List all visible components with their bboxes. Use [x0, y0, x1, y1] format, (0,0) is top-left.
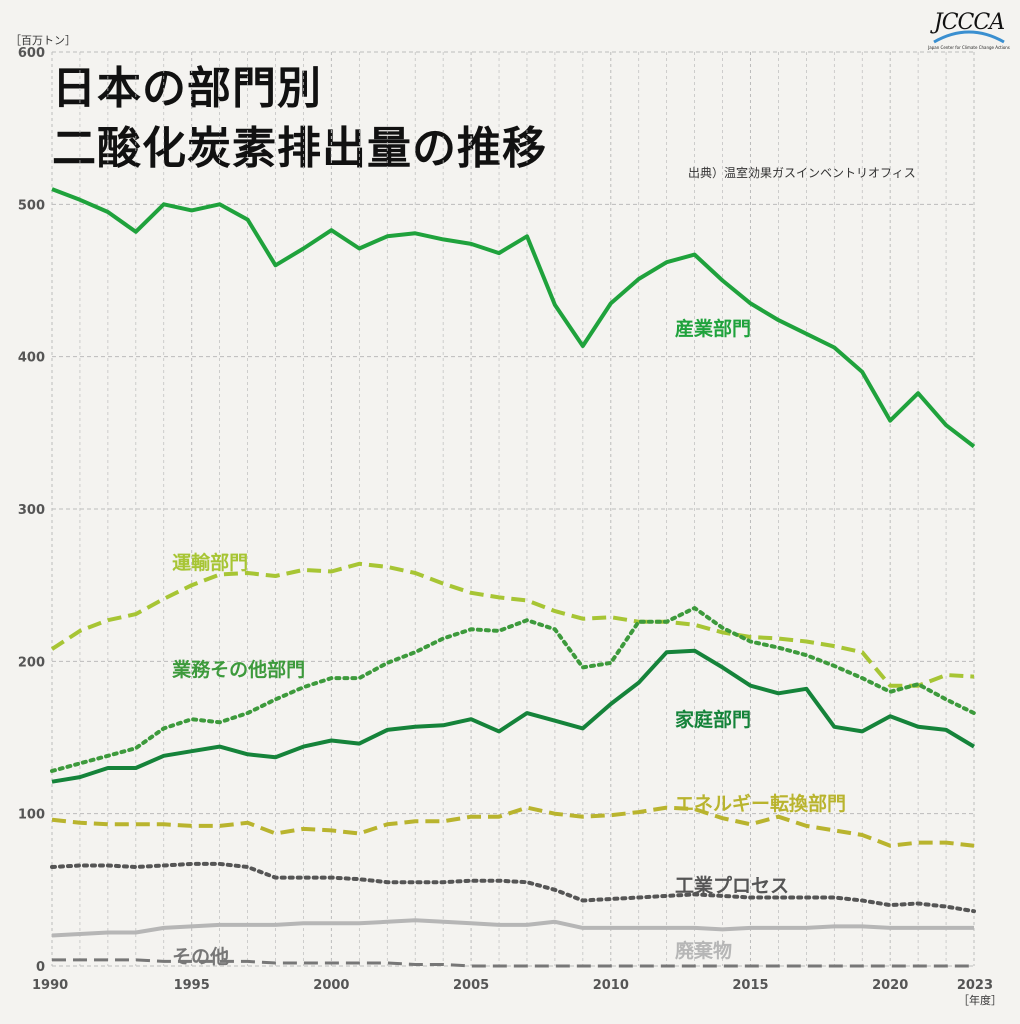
y-tick-label: 300: [18, 503, 45, 518]
series-line-other: [52, 958, 974, 968]
series-line-household: [51, 648, 976, 784]
series-line-process: [50, 861, 976, 914]
series-label-other: その他: [172, 945, 229, 968]
x-tick-label: 1990: [32, 978, 68, 993]
x-tick-label: 1995: [174, 978, 210, 993]
jccca-logo: JCCCA Japan Center for Climate Change Ac…: [928, 10, 1010, 54]
source-note: 出典）温室効果ガスインベントリオフィス: [688, 166, 916, 180]
series-line-commercial: [50, 606, 976, 773]
y-tick-labels: 0 100 200 300 400 500 600: [18, 46, 45, 975]
series-label-waste: 廃棄物: [675, 939, 732, 962]
x-tick-labels: 1990 1995 2000 2005 2010 2015 2020 2023: [32, 978, 993, 993]
series-label-household: 家庭部門: [675, 708, 751, 731]
series-lines: [50, 187, 976, 968]
y-tick-label: 600: [18, 46, 45, 61]
y-axis-unit: ［百万トン］: [10, 34, 76, 47]
logo-subtitle: Japan Center for Climate Change Actions: [928, 45, 1010, 50]
y-tick-label: 100: [18, 808, 45, 823]
x-tick-label: 2005: [453, 978, 489, 993]
x-tick-label: 2010: [593, 978, 629, 993]
series-label-industry: 産業部門: [675, 317, 751, 340]
x-tick-label: 2023: [957, 978, 993, 993]
series-label-transport: 運輸部門: [172, 551, 248, 574]
grid-lines: [51, 51, 975, 967]
chart-title-line1: 日本の部門別: [52, 63, 322, 114]
series-label-process: 工業プロセス: [675, 874, 789, 897]
series-line-transport: [50, 561, 975, 688]
x-tick-label: 2000: [313, 978, 349, 993]
y-tick-label: 400: [18, 351, 45, 366]
logo-arc-icon: [933, 30, 1005, 44]
y-tick-label: 500: [18, 198, 45, 213]
chart-title-line2: 二酸化炭素排出量の推移: [52, 123, 547, 174]
x-tick-label: 2020: [872, 978, 908, 993]
series-line-industry: [51, 187, 976, 449]
y-tick-label: 0: [36, 960, 45, 975]
series-line-energy: [51, 805, 975, 848]
y-tick-label: 200: [18, 655, 45, 670]
series-label-energy: エネルギー転換部門: [675, 792, 846, 815]
x-axis-unit: ［年度］: [958, 994, 1002, 1007]
x-tick-label: 2015: [732, 978, 768, 993]
series-label-commercial: 業務その他部門: [171, 658, 305, 681]
series-line-waste: [51, 918, 974, 938]
